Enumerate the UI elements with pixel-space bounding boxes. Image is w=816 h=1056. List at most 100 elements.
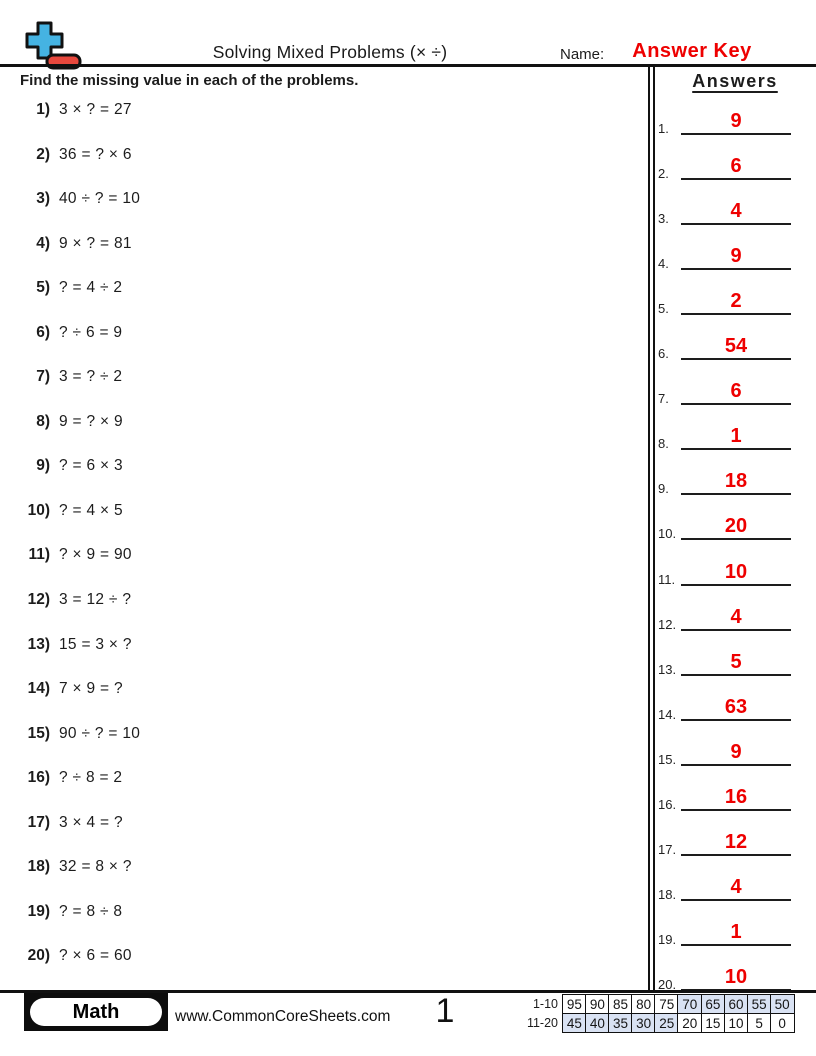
score-cell: 5 [746,1012,772,1034]
answer-number: 16. [658,796,677,812]
answer-line [681,673,791,676]
problem-number: 7) [36,368,50,386]
answer-line [681,988,791,991]
plus-icon [25,21,64,60]
answer-number: 2. [658,166,669,182]
problem-number: 11) [28,546,50,564]
answer-value: 12 [724,830,748,853]
score-cell: 55 [746,994,772,1015]
score-cell: 85 [608,994,633,1015]
answer-row: 12. 4 [655,588,815,633]
problem-text: ? × 6 = 60 [59,947,132,965]
answer-line [681,358,791,361]
problem-text: ? × 9 = 90 [59,546,132,564]
problem-text: 3 × ? = 27 [59,101,132,118]
answer-value: 1 [730,920,742,943]
problem-number: 5) [36,279,50,297]
problem-row: 6) ? ÷ 6 = 9 [22,324,622,369]
page-title: Solving Mixed Problems (× ÷) [212,42,448,62]
answer-value: 63 [724,695,748,718]
answer-number: 10. [658,526,677,542]
problem-text: 90 ÷ ? = 10 [59,724,141,742]
problem-number: 8) [36,412,50,430]
math-badge-bar: Math [24,993,168,1031]
answer-row: 17. 12 [655,813,815,858]
answer-row: 8. 1 [655,407,815,452]
answer-line [681,763,791,766]
commoncoresheets-logo [25,21,82,70]
answer-line [681,628,791,631]
answer-number: 1. [658,121,669,137]
problem-text: ? = 8 ÷ 8 [59,902,123,920]
answer-number: 4. [658,256,669,272]
score-cell: 10 [723,1012,749,1034]
answer-row: 20. 10 [655,948,815,993]
problem-text: 32 = 8 × ? [59,858,132,876]
answer-value: 9 [730,245,742,268]
problem-text: 9 × ? = 81 [59,234,132,252]
problem-text: ? = 4 ÷ 2 [59,279,123,297]
answer-row: 13. 5 [655,633,815,678]
score-cell: 95 [562,994,587,1015]
answer-number: 17. [658,841,677,857]
answer-row: 1. 9 [655,92,815,137]
problem-number: 9) [36,457,50,475]
problem-text: ? ÷ 6 = 9 [59,323,123,341]
website-url: www.CommonCoreSheets.com [175,1008,391,1025]
problem-number: 4) [36,234,50,252]
problem-number: 15) [27,724,50,742]
answer-row: 16. 16 [655,768,815,813]
answer-line [681,808,791,811]
score-cell: 75 [654,994,680,1015]
instruction-text: Find the missing value in each of the pr… [20,72,359,89]
answer-row: 19. 1 [655,903,815,948]
problem-row: 1) 3 × ? = 27 [22,101,622,146]
problem-row: 10) ? = 4 × 5 [22,502,622,547]
problem-row: 13) 15 = 3 × ? [22,636,622,681]
problem-text: 9 = ? × 9 [59,412,123,430]
answer-value: 10 [724,965,748,988]
answer-number: 12. [658,616,677,632]
problem-row: 16) ? ÷ 8 = 2 [22,769,622,814]
score-cell: 20 [677,1012,703,1034]
answer-number: 11. [658,571,676,587]
answer-line [681,403,791,406]
problem-number: 1) [36,101,50,118]
answer-value: 6 [730,380,742,403]
answer-value: 4 [730,605,742,628]
answer-line [681,493,791,496]
answer-number: 9. [658,481,669,497]
answer-value: 9 [730,110,742,133]
score-row-11-20: 11-20 45 40 35 30 25 20 15 10 5 0 [526,1012,795,1034]
problem-row: 7) 3 = ? ÷ 2 [22,368,622,413]
score-cell: 60 [723,994,749,1015]
answer-number: 5. [658,301,669,317]
problem-number: 14) [27,680,50,698]
answer-line [681,943,791,946]
answer-line [681,268,791,271]
score-cell: 70 [677,994,703,1015]
problem-number: 16) [27,769,50,787]
problem-row: 14) 7 × 9 = ? [22,680,622,725]
answer-value: 9 [730,740,742,763]
answer-line [681,853,791,856]
math-badge: Math [30,998,162,1026]
answer-line [681,583,791,586]
score-row-1-10: 1-10 95 90 85 80 75 70 65 60 55 50 [526,994,795,1015]
answer-value: 4 [730,875,742,898]
answer-number: 3. [658,211,669,227]
score-cell: 35 [608,1012,633,1034]
problem-number: 20) [27,947,50,965]
answer-row: 14. 63 [655,678,815,723]
problem-text: 3 = 12 ÷ ? [59,591,132,609]
problem-row: 9) ? = 6 × 3 [22,457,622,502]
header-divider [0,64,816,67]
answer-row: 5. 2 [655,272,815,317]
problem-row: 5) ? = 4 ÷ 2 [22,279,622,324]
problem-row: 20) ? × 6 = 60 [22,947,622,992]
score-row-label: 1-10 [532,997,558,1012]
score-cell: 65 [700,994,726,1015]
score-cell: 40 [585,1012,610,1034]
problem-number: 19) [27,902,50,920]
answer-row: 3. 4 [655,182,815,227]
